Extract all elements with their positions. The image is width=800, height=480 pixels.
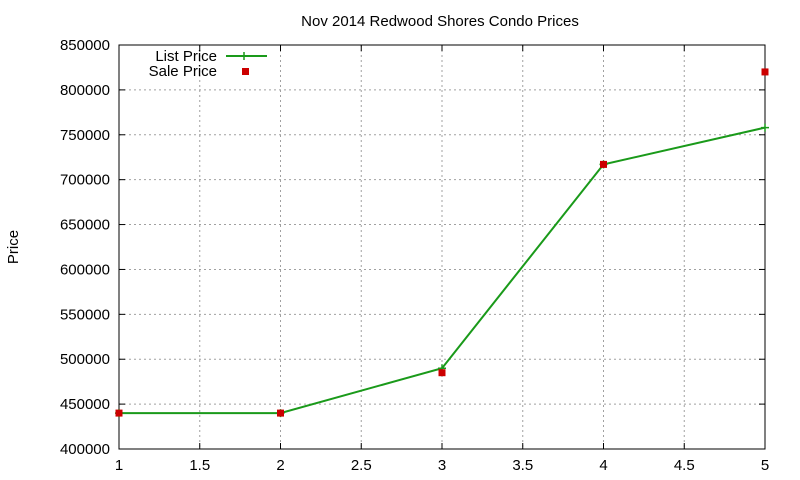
y-tick-label: 650000	[60, 217, 110, 234]
y-tick-label: 450000	[60, 396, 110, 413]
y-tick-label: 700000	[60, 172, 110, 189]
y-tick-label: 500000	[60, 351, 110, 368]
sale-price-point	[277, 409, 284, 417]
sale-price-point	[438, 369, 446, 377]
x-tick-label: 1.5	[189, 457, 210, 474]
x-tick-label: 3.5	[512, 457, 533, 474]
y-tick-label: 400000	[60, 441, 110, 458]
chart-title: Nov 2014 Redwood Shores Condo Prices	[301, 13, 579, 30]
list-price-point	[761, 123, 769, 132]
legend-item-sale-price: Sale Price	[149, 63, 249, 80]
x-tick-label: 3	[438, 457, 446, 474]
sale-price-point	[115, 409, 123, 417]
x-tick-label: 1	[115, 457, 123, 474]
y-tick-label: 800000	[60, 82, 110, 99]
y-tick-labels: 400000 450000 500000 550000 600000 650000 7000…	[60, 37, 110, 458]
y-tick-label: 750000	[60, 127, 110, 144]
sale-price-point	[600, 160, 607, 168]
x-tick-label: 4	[599, 457, 607, 474]
legend: List Price Sale Price	[149, 48, 267, 80]
x-tick-label: 2	[276, 457, 284, 474]
series-layer	[115, 68, 769, 418]
legend-label-sale-price: Sale Price	[149, 63, 217, 80]
x-tick-label: 4.5	[674, 457, 695, 474]
y-tick-label: 550000	[60, 306, 110, 323]
y-axis-label: Price	[5, 230, 22, 264]
legend-item-list-price: List Price	[155, 48, 267, 65]
legend-marker-list-price	[240, 52, 248, 60]
legend-label-list-price: List Price	[155, 48, 217, 65]
sale-price-point	[761, 68, 769, 76]
x-tick-label: 5	[761, 457, 769, 474]
plot-area-frame	[118, 44, 766, 450]
x-tick-label: 2.5	[351, 457, 372, 474]
y-tick-label: 850000	[60, 37, 110, 54]
grid-lines	[119, 45, 765, 449]
y-tick-label: 600000	[60, 261, 110, 278]
x-tick-labels: 1 1.5 2 2.5 3 3.5 4 4.5 5	[115, 457, 769, 474]
legend-marker-sale-price	[242, 68, 249, 75]
